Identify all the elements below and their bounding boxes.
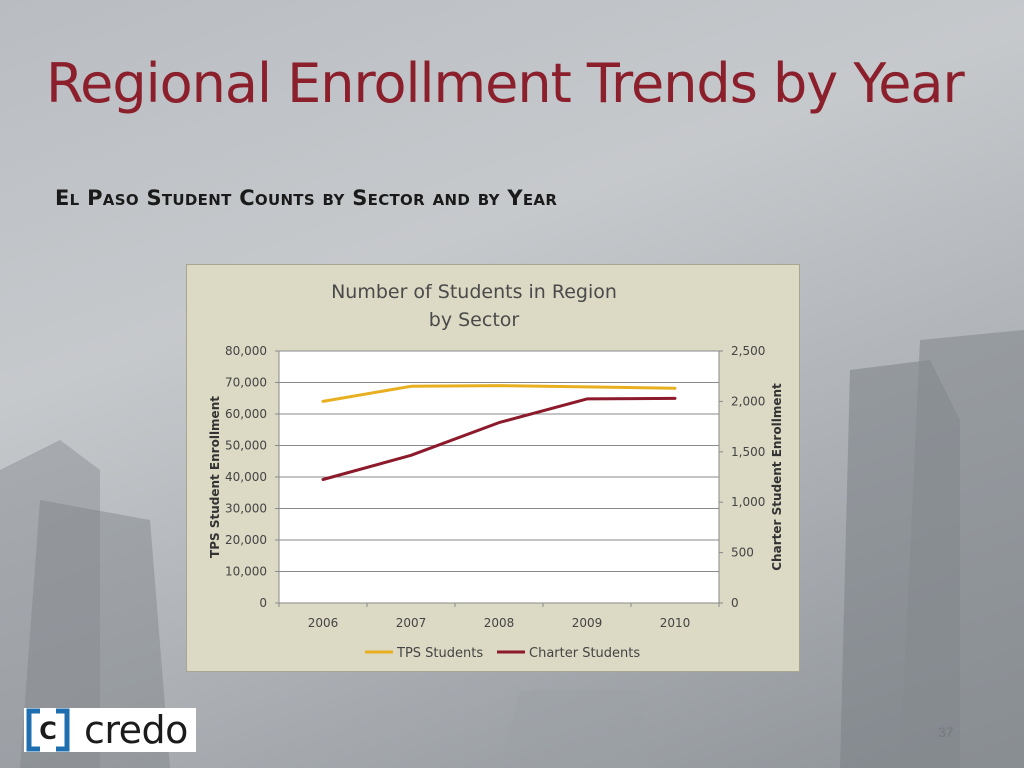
- x-tick-label: 2008: [484, 616, 515, 630]
- right-tick-label: 0: [731, 596, 739, 610]
- right-tick-label: 2,500: [731, 344, 765, 358]
- credo-logo: C credo: [24, 708, 196, 752]
- left-tick-label: 20,000: [225, 533, 267, 547]
- page-title: Regional Enrollment Trends by Year: [46, 52, 965, 115]
- right-tick-label: 500: [731, 546, 754, 560]
- x-tick-label: 2006: [308, 616, 339, 630]
- chart-title-line-2: by Sector: [429, 309, 520, 331]
- left-tick-label: 30,000: [225, 502, 267, 516]
- page-number: 37: [938, 724, 954, 740]
- x-tick-label: 2009: [572, 616, 603, 630]
- left-axis-title: TPS Student Enrollment: [208, 396, 222, 558]
- left-tick-label: 60,000: [225, 407, 267, 421]
- right-tick-label: 1,500: [731, 445, 765, 459]
- right-axis-title: Charter Student Enrollment: [770, 383, 784, 571]
- right-axis-ticks: 0 500 1,000 1,500 2,000 2,500: [719, 344, 765, 610]
- legend-label-charter: Charter Students: [529, 646, 640, 661]
- left-tick-label: 40,000: [225, 470, 267, 484]
- line-chart: Number of Students in Region by Sector 0…: [208, 281, 784, 661]
- credo-logo-text: credo: [84, 708, 188, 752]
- x-tick-label: 2010: [660, 616, 691, 630]
- series-lines: [321, 384, 677, 481]
- x-tick-label: 2007: [396, 616, 427, 630]
- legend-label-tps: TPS Students: [396, 646, 483, 661]
- svg-text:C: C: [39, 717, 57, 745]
- left-tick-label: 50,000: [225, 439, 267, 453]
- gridlines: [279, 350, 719, 572]
- left-tick-label: 70,000: [225, 376, 267, 390]
- left-tick-label: 80,000: [225, 344, 267, 358]
- slide-subtitle: El Paso Student Counts by Sector and by …: [55, 186, 558, 210]
- left-axis-ticks: 0 10,000 20,000 30,000 40,000 50,000 60,000 70,…: [225, 344, 279, 610]
- series-line-charter: [321, 396, 677, 481]
- x-axis-ticks: 2006 2007 2008 2009 2010: [278, 603, 720, 630]
- right-tick-label: 2,000: [731, 394, 765, 408]
- series-line-tps: [321, 384, 677, 403]
- chart-title-line-1: Number of Students in Region: [331, 281, 617, 303]
- left-tick-label: 0: [259, 596, 267, 610]
- left-tick-label: 10,000: [225, 565, 267, 579]
- legend: TPS Students Charter Students: [365, 646, 640, 661]
- credo-logo-mark-icon: C: [26, 708, 70, 752]
- right-tick-label: 1,000: [731, 495, 765, 509]
- chart-panel: Number of Students in Region by Sector 0…: [186, 264, 800, 672]
